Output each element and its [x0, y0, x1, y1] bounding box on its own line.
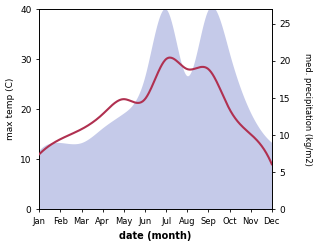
Y-axis label: max temp (C): max temp (C): [5, 78, 15, 140]
X-axis label: date (month): date (month): [119, 231, 192, 242]
Y-axis label: med. precipitation (kg/m2): med. precipitation (kg/m2): [303, 53, 313, 165]
